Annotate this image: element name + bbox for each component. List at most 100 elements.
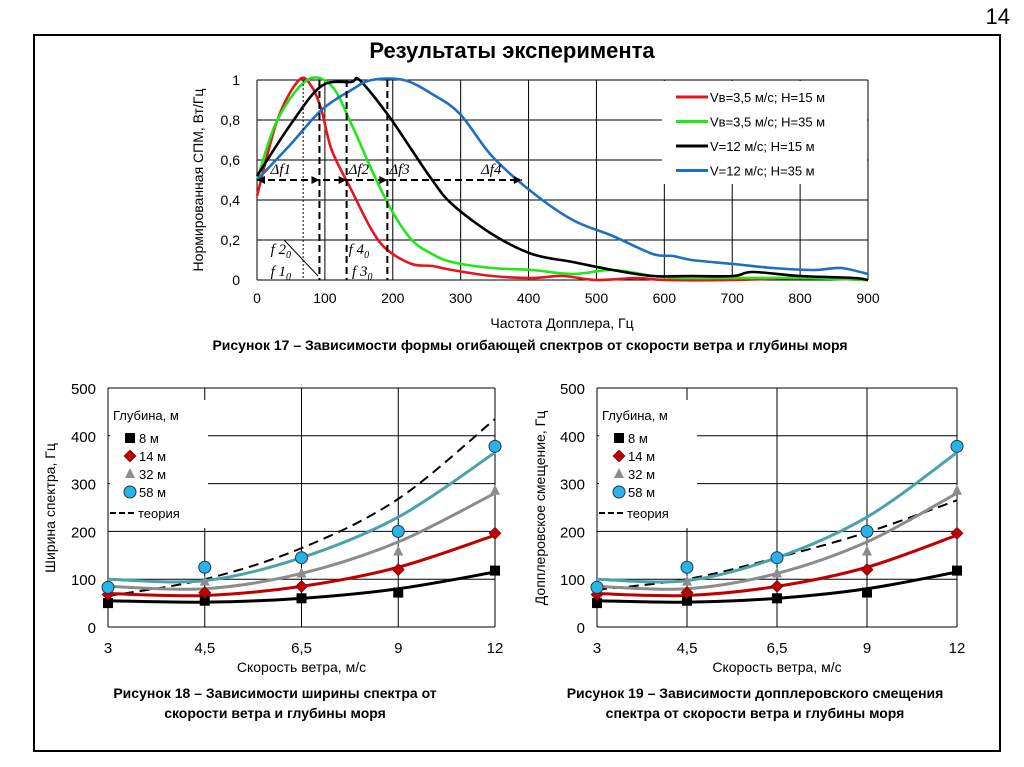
data-point-0 xyxy=(199,595,210,606)
y-tick-label: 300 xyxy=(71,477,96,494)
data-point-3 xyxy=(680,560,694,574)
legend-label-3: 58 м xyxy=(628,485,655,500)
data-point-1 xyxy=(860,563,874,577)
y-tick-label: 400 xyxy=(71,429,96,446)
legend-label-theory: теория xyxy=(138,506,180,521)
legend-label-2: 32 м xyxy=(139,467,166,482)
y-tick-label: 500 xyxy=(560,381,585,398)
data-point-1 xyxy=(770,579,784,593)
f-label-text: f 3 xyxy=(352,264,367,280)
x-tick-label: 4,5 xyxy=(194,640,215,657)
data-point-2 xyxy=(862,545,872,556)
legend-label-1: Vв=3,5 м/с; H=35 м xyxy=(710,115,825,130)
data-point-2 xyxy=(772,567,782,578)
y-tick-label: 0,6 xyxy=(221,152,241,168)
legend-marker-1 xyxy=(612,449,626,463)
x-tick-label: 500 xyxy=(585,290,609,306)
slide-title: Результаты эксперимента xyxy=(369,38,655,63)
y-tick-label: 100 xyxy=(71,572,96,589)
f-label-text: f 1 xyxy=(271,264,286,280)
x-tick-label: 4,5 xyxy=(677,640,698,657)
data-point-3 xyxy=(860,524,874,538)
y-tick-label: 200 xyxy=(560,524,585,541)
data-point-3 xyxy=(391,524,405,538)
y-tick-label: 500 xyxy=(71,381,96,398)
arrow-head-icon xyxy=(338,176,347,184)
f-label: f 10 xyxy=(271,264,291,283)
data-point-0 xyxy=(296,593,307,604)
figure-19-caption: Рисунок 19 – Зависимости допплеровского … xyxy=(510,683,1000,723)
f-label: f 40 xyxy=(349,242,369,261)
x-tick-label: 300 xyxy=(449,290,473,306)
data-point-1 xyxy=(680,586,694,600)
figure-19-caption-line-2: спектра от скорости ветра и глубины моря xyxy=(605,705,905,721)
y-tick-label: 1 xyxy=(232,72,240,88)
legend-title: Глубина, м xyxy=(602,408,668,423)
data-point-2 xyxy=(393,545,404,556)
series-line-3 xyxy=(256,77,869,276)
legend-marker-2 xyxy=(125,468,135,478)
figure-17-caption: Рисунок 17 – Зависимости формы огибающей… xyxy=(212,337,848,353)
legend-marker-2 xyxy=(614,468,624,478)
f-label: f 20 xyxy=(271,242,291,261)
y-axis-label: Ширина спектра, Гц xyxy=(42,443,58,573)
y-tick-label: 0,2 xyxy=(221,232,241,248)
y-axis-label: Нормированная СПМ, Вт/Гц xyxy=(190,89,206,272)
legend-marker-3 xyxy=(123,485,137,499)
data-point-1 xyxy=(488,526,502,540)
x-axis-label: Частота Допплера, Гц xyxy=(490,315,633,331)
series-line-2 xyxy=(255,76,869,282)
data-point-2 xyxy=(952,484,962,495)
f-label-sub: 0 xyxy=(367,272,372,283)
delta-label: Δf2 xyxy=(348,162,370,178)
x-tick-label: 9 xyxy=(394,640,402,657)
legend-label-2: V=12 м/с; H=15 м xyxy=(710,139,815,154)
legend-label-theory: теория xyxy=(627,506,669,521)
legend-box xyxy=(599,400,697,528)
legend-marker-0 xyxy=(614,433,624,443)
x-tick-label: 6,5 xyxy=(291,640,312,657)
pointer-line xyxy=(283,239,319,277)
data-point-1 xyxy=(198,586,212,600)
theory-line xyxy=(107,418,496,597)
page-number: 14 xyxy=(985,4,1010,29)
legend-label-1: 14 м xyxy=(628,449,655,464)
y-tick-label: 0 xyxy=(232,272,240,288)
legend-marker-0 xyxy=(125,433,135,443)
f-label-text: f 2 xyxy=(271,242,287,258)
legend-marker-1 xyxy=(123,449,137,463)
f-label-sub: 0 xyxy=(286,272,291,283)
x-tick-label: 3 xyxy=(593,640,601,657)
y-tick-label: 0,8 xyxy=(221,112,241,128)
series-line-1 xyxy=(255,76,869,282)
figure-19-caption-line-1: Рисунок 19 – Зависимости допплеровского … xyxy=(566,685,944,701)
x-tick-label: 200 xyxy=(381,290,405,306)
x-axis-label: Скорость ветра, м/с xyxy=(712,659,841,675)
data-point-3 xyxy=(101,580,115,594)
data-point-0 xyxy=(592,598,602,609)
data-point-2 xyxy=(296,567,307,578)
series-line-0 xyxy=(255,76,869,282)
x-tick-label: 800 xyxy=(788,290,812,306)
legend-box xyxy=(110,400,208,528)
data-point-0 xyxy=(772,593,782,604)
data-point-3 xyxy=(295,551,308,565)
legend-title: Глубина, м xyxy=(113,408,179,423)
arrow-head-icon xyxy=(311,176,320,184)
y-tick-label: 0 xyxy=(88,620,96,637)
x-tick-label: 9 xyxy=(863,640,871,657)
data-point-2 xyxy=(199,575,210,586)
data-point-3 xyxy=(590,580,604,594)
arrow-head-icon xyxy=(257,176,265,184)
f-label-sub: 0 xyxy=(364,250,369,261)
data-point-3 xyxy=(770,551,784,565)
x-tick-label: 700 xyxy=(721,290,745,306)
x-tick-label: 3 xyxy=(104,640,112,657)
data-point-2 xyxy=(490,484,500,495)
delta-label: Δf1 xyxy=(270,162,291,178)
x-tick-label: 0 xyxy=(253,290,261,306)
x-tick-label: 100 xyxy=(313,290,337,306)
y-tick-label: 100 xyxy=(560,572,585,589)
legend-marker-3 xyxy=(612,485,626,499)
f-label-text: f 4 xyxy=(349,242,365,258)
